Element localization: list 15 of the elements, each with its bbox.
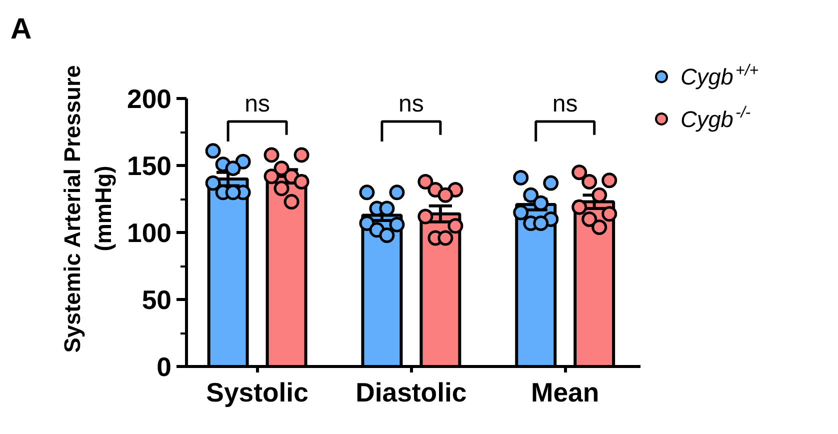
x-tick-label: Mean xyxy=(531,378,600,408)
annotation: ns xyxy=(552,90,578,118)
text: A xyxy=(10,12,32,46)
y-tick-label: 0 xyxy=(156,352,172,382)
legend-label: Cygb+/+ xyxy=(680,62,759,90)
x-tick-label: Systolic xyxy=(206,378,309,408)
y-tick-label: 100 xyxy=(127,218,172,248)
legend-label: Cygb-/- xyxy=(680,104,751,132)
y-tick-label: 150 xyxy=(127,151,172,182)
annotation: ns xyxy=(398,90,424,118)
x-tick-label: Diastolic xyxy=(356,378,467,408)
annotation: ns xyxy=(244,90,270,118)
y-tick-label: 50 xyxy=(142,285,172,316)
y-axis-title: Systemic Arterial Pressure (mmHg) xyxy=(58,65,116,353)
y-tick-label: 200 xyxy=(127,84,172,114)
